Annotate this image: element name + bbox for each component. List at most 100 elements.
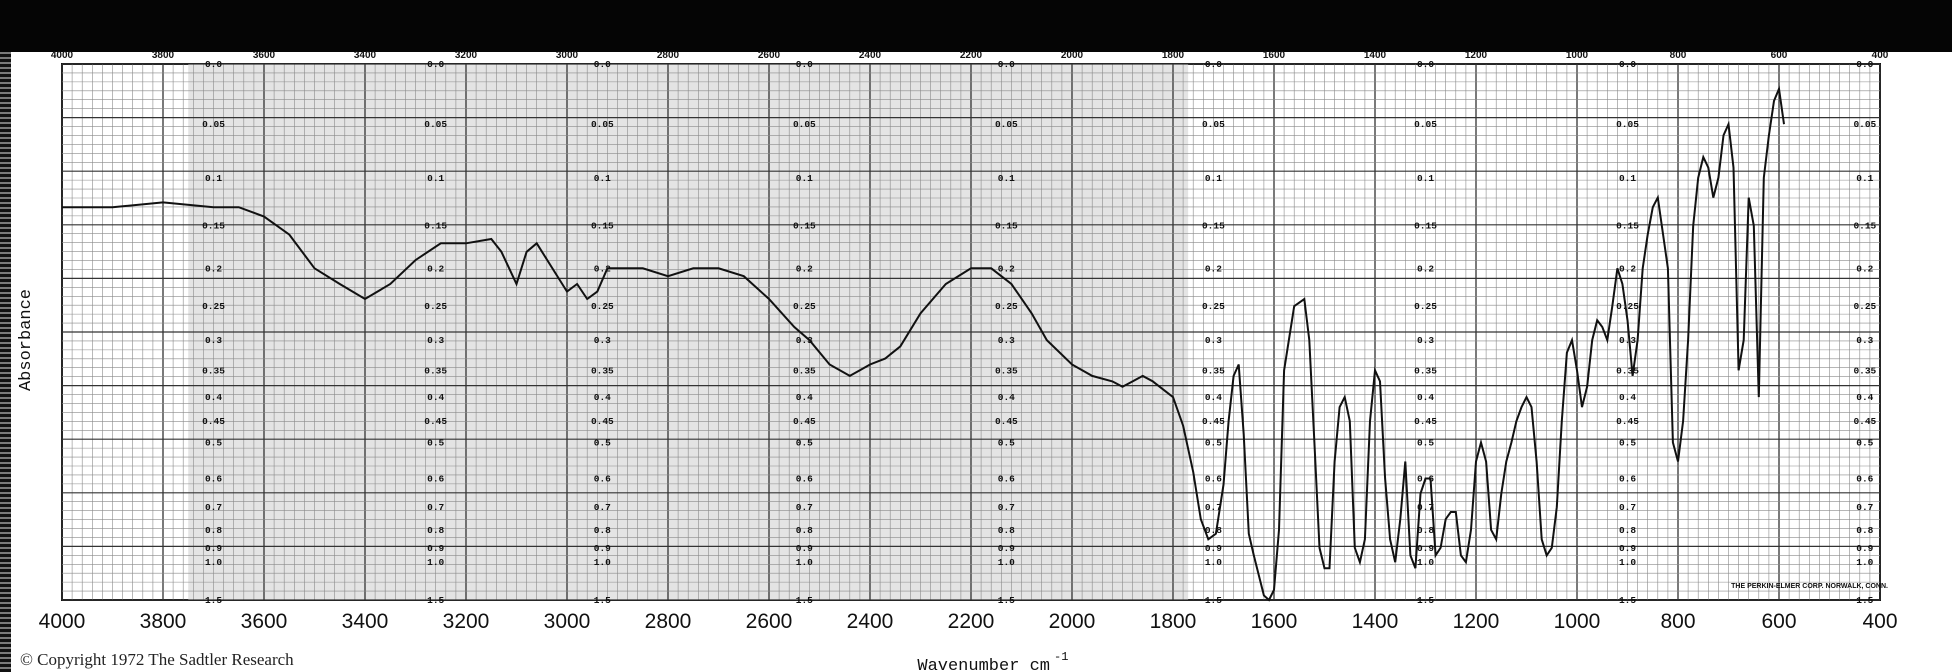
absorbance-tick-label: 0.35 xyxy=(793,365,816,376)
absorbance-tick-label: 1.0 xyxy=(1856,557,1873,568)
absorbance-tick-label: 1.5 xyxy=(1619,595,1636,606)
top-tick-label: 1000 xyxy=(1566,50,1589,61)
absorbance-tick-label: 1.5 xyxy=(1417,595,1434,606)
absorbance-tick-label: 0.3 xyxy=(594,335,611,346)
bottom-tick-label: 800 xyxy=(1660,610,1695,633)
bottom-tick-label: 2200 xyxy=(948,610,995,633)
absorbance-tick-label: 1.5 xyxy=(205,595,222,606)
absorbance-tick-label: 0.35 xyxy=(1414,365,1437,376)
absorbance-tick-label: 0.0 xyxy=(1417,59,1434,70)
absorbance-tick-label: 0.0 xyxy=(998,59,1015,70)
absorbance-tick-label: 0.15 xyxy=(793,221,816,232)
absorbance-tick-label: 0.6 xyxy=(1205,473,1222,484)
absorbance-tick-label: 0.2 xyxy=(205,263,222,274)
absorbance-tick-label: 0.45 xyxy=(995,416,1018,427)
absorbance-tick-label: 0.7 xyxy=(427,502,444,513)
perkin-elmer-note: THE PERKIN-ELMER CORP. NORWALK, CONN. xyxy=(1731,583,1888,590)
absorbance-tick-label: 0.15 xyxy=(424,221,447,232)
absorbance-tick-label: 0.6 xyxy=(427,473,444,484)
absorbance-tick-label: 0.6 xyxy=(1856,473,1873,484)
absorbance-tick-label: 0.45 xyxy=(1414,416,1437,427)
top-tick-label: 2600 xyxy=(758,50,781,61)
top-black-bar xyxy=(0,0,1952,52)
absorbance-tick-label: 0.25 xyxy=(1853,301,1876,312)
absorbance-tick-label: 0.5 xyxy=(594,437,611,448)
absorbance-tick-label: 0.25 xyxy=(793,301,816,312)
absorbance-tick-label: 0.3 xyxy=(427,335,444,346)
top-tick-label: 3800 xyxy=(152,50,175,61)
absorbance-tick-label: 0.35 xyxy=(202,365,225,376)
absorbance-tick-label: 0.7 xyxy=(1205,502,1222,513)
absorbance-tick-label: 0.05 xyxy=(1202,119,1225,130)
absorbance-tick-label: 0.05 xyxy=(1616,119,1639,130)
absorbance-tick-label: 0.45 xyxy=(1616,416,1639,427)
absorbance-tick-label: 0.9 xyxy=(205,543,222,554)
absorbance-tick-label: 0.2 xyxy=(1619,263,1636,274)
y-axis-label: Absorbance xyxy=(17,289,36,391)
top-tick-label: 1600 xyxy=(1263,50,1286,61)
absorbance-tick-label: 0.0 xyxy=(205,59,222,70)
copyright-note: © Copyright 1972 The Sadtler Research xyxy=(20,650,294,669)
absorbance-tick-label: 0.6 xyxy=(594,473,611,484)
absorbance-tick-label: 0.6 xyxy=(1619,473,1636,484)
absorbance-tick-label: 0.4 xyxy=(998,392,1015,403)
absorbance-tick-label: 1.0 xyxy=(1205,557,1222,568)
absorbance-tick-label: 0.8 xyxy=(1417,525,1434,536)
top-wavenumber-ticks: 4000 3800 3600 3400 3200 3000 2800 2600 2400 2200… xyxy=(51,50,1889,61)
absorbance-tick-label: 0.5 xyxy=(1205,437,1222,448)
absorbance-tick-label: 0.2 xyxy=(796,263,813,274)
absorbance-tick-label: 0.5 xyxy=(998,437,1015,448)
absorbance-tick-label: 0.9 xyxy=(796,543,813,554)
absorbance-tick-label: 0.05 xyxy=(202,119,225,130)
absorbance-tick-label: 0.5 xyxy=(427,437,444,448)
bottom-tick-label: 3400 xyxy=(342,610,389,633)
absorbance-tick-label: 0.9 xyxy=(1205,543,1222,554)
top-tick-label: 1400 xyxy=(1364,50,1387,61)
absorbance-tick-label: 0.2 xyxy=(427,263,444,274)
absorbance-tick-label: 0.0 xyxy=(796,59,813,70)
top-tick-label: 800 xyxy=(1670,50,1687,61)
absorbance-tick-label: 0.35 xyxy=(1616,365,1639,376)
absorbance-tick-label: 0.25 xyxy=(1616,301,1639,312)
absorbance-tick-label: 0.1 xyxy=(594,173,611,184)
absorbance-tick-label: 0.25 xyxy=(1202,301,1225,312)
bottom-tick-label: 2400 xyxy=(847,610,894,633)
absorbance-tick-label: 0.4 xyxy=(205,392,222,403)
absorbance-tick-label: 0.9 xyxy=(1417,543,1434,554)
absorbance-tick-label: 0.0 xyxy=(1205,59,1222,70)
absorbance-tick-label: 0.8 xyxy=(1619,525,1636,536)
absorbance-tick-label: 0.9 xyxy=(1619,543,1636,554)
top-tick-label: 3600 xyxy=(253,50,276,61)
bottom-tick-label: 600 xyxy=(1761,610,1796,633)
absorbance-tick-label: 0.4 xyxy=(1619,392,1636,403)
chart-grid xyxy=(61,63,1881,601)
absorbance-tick-label: 0.45 xyxy=(1202,416,1225,427)
absorbance-tick-label: 0.9 xyxy=(594,543,611,554)
absorbance-tick-label: 0.45 xyxy=(793,416,816,427)
absorbance-tick-label: 0.3 xyxy=(1619,335,1636,346)
absorbance-tick-label: 0.0 xyxy=(594,59,611,70)
absorbance-tick-label: 1.0 xyxy=(1417,557,1434,568)
absorbance-tick-label: 1.5 xyxy=(1205,595,1222,606)
absorbance-tick-label: 0.3 xyxy=(1205,335,1222,346)
absorbance-tick-label: 0.5 xyxy=(1417,437,1434,448)
bottom-tick-label: 3600 xyxy=(241,610,288,633)
absorbance-tick-label: 0.15 xyxy=(1202,221,1225,232)
bottom-tick-label: 4000 xyxy=(39,610,86,633)
absorbance-tick-label: 0.2 xyxy=(1856,263,1873,274)
top-tick-label: 1800 xyxy=(1162,50,1185,61)
absorbance-tick-label: 1.5 xyxy=(1856,595,1873,606)
absorbance-tick-label: 0.7 xyxy=(594,502,611,513)
absorbance-tick-label: 0.0 xyxy=(1856,59,1873,70)
absorbance-tick-label: 1.0 xyxy=(1619,557,1636,568)
bottom-tick-label: 400 xyxy=(1862,610,1897,633)
absorbance-tick-label: 0.4 xyxy=(1417,392,1434,403)
bottom-tick-label: 1200 xyxy=(1453,610,1500,633)
absorbance-tick-label: 0.3 xyxy=(1856,335,1873,346)
absorbance-tick-label: 1.0 xyxy=(998,557,1015,568)
absorbance-tick-label: 0.4 xyxy=(796,392,813,403)
absorbance-tick-label: 1.5 xyxy=(594,595,611,606)
absorbance-tick-label: 0.05 xyxy=(1853,119,1876,130)
absorbance-tick-label: 0.8 xyxy=(594,525,611,536)
absorbance-tick-label: 0.35 xyxy=(1202,365,1225,376)
